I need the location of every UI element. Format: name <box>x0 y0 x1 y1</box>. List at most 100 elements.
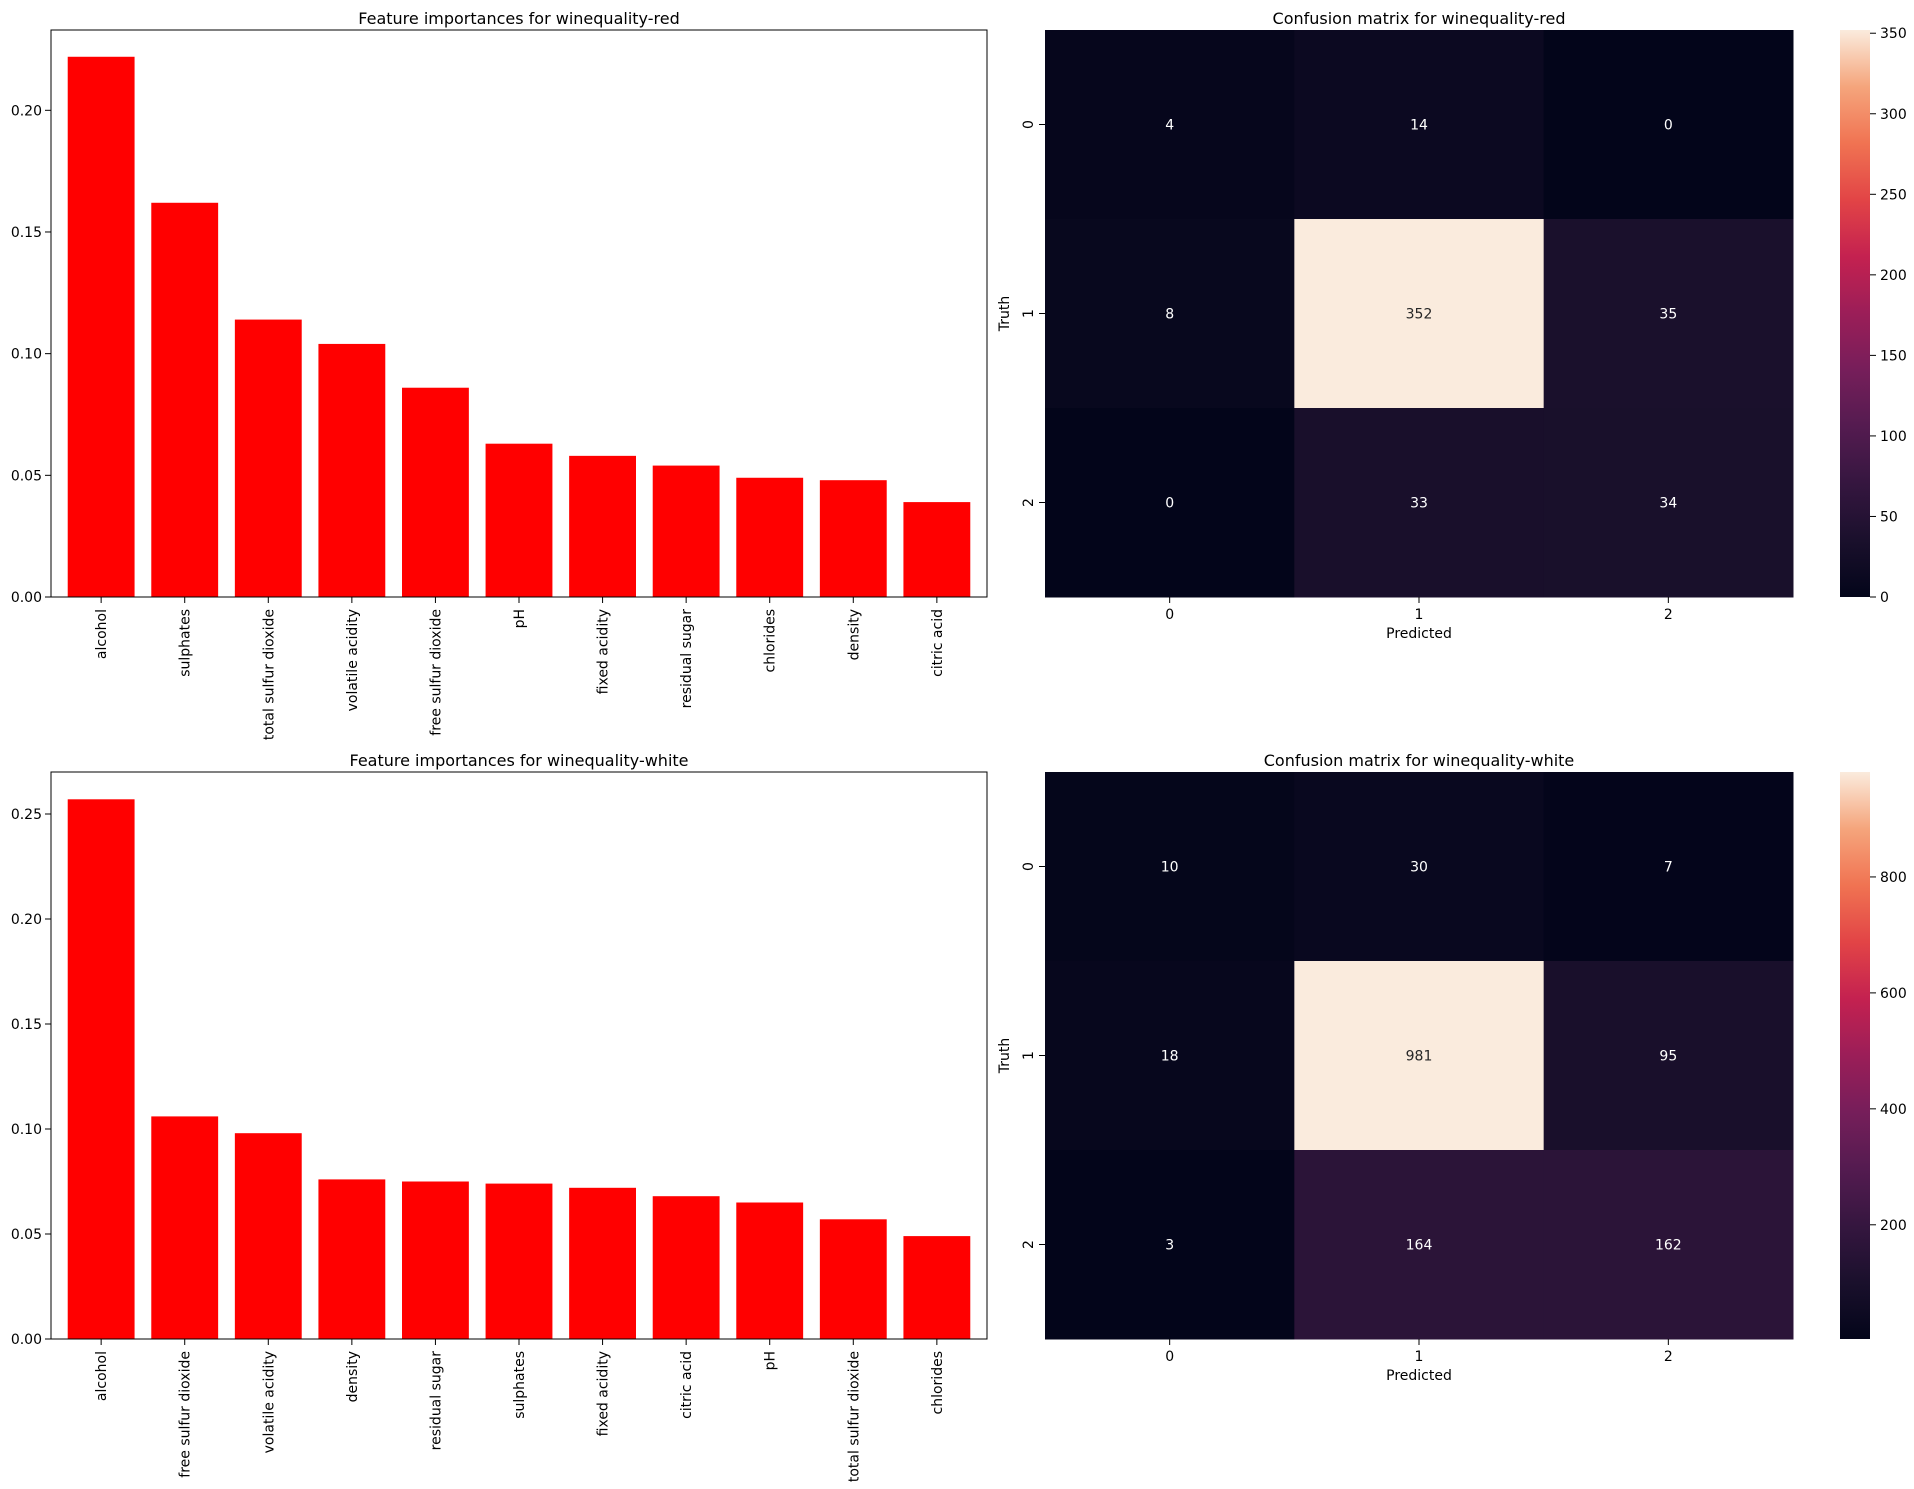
bar-residual-sugar <box>652 465 720 597</box>
heatmap-cell <box>1294 30 1545 220</box>
heatmap-cell <box>1045 408 1295 598</box>
heatmap-cell <box>1045 30 1295 220</box>
bar-citric-acid <box>652 1196 720 1339</box>
colorbar <box>1840 30 1870 597</box>
y-tick-label: 0.15 <box>11 225 42 241</box>
cell-value: 34 <box>1659 496 1677 512</box>
axes-frame <box>50 771 988 1340</box>
x-tick-label: fixed acidity <box>596 609 612 694</box>
colorbar-tick-label: 200 <box>1880 268 1907 284</box>
x-tick-label: total sulfur dioxide <box>261 609 277 740</box>
cell-value: 30 <box>1410 860 1428 876</box>
y-tick-label: 1 <box>1021 1051 1037 1060</box>
x-tick-label: 2 <box>1664 1349 1673 1365</box>
cell-value: 14 <box>1410 118 1428 134</box>
y-tick-label: 0.10 <box>11 1122 42 1138</box>
bar-volatile-acidity <box>318 343 386 597</box>
cell-value: 10 <box>1161 860 1179 876</box>
bar-pH <box>736 1202 804 1339</box>
cell-value: 95 <box>1659 1049 1677 1065</box>
cell-value: 981 <box>1406 1049 1433 1065</box>
y-tick-label: 0.00 <box>11 1332 42 1348</box>
x-tick-label: 2 <box>1664 607 1673 623</box>
x-tick-label: 1 <box>1415 1349 1424 1365</box>
colorbar-tick-label: 600 <box>1880 986 1907 1002</box>
cell-value: 164 <box>1406 1238 1433 1254</box>
colorbar-tick-label: 150 <box>1880 348 1907 364</box>
bar-chlorides <box>736 477 804 597</box>
bar-sulphates <box>485 1183 553 1339</box>
heatmap-cell <box>1045 219 1295 409</box>
y-tick-label: 0.05 <box>11 468 42 484</box>
x-tick-label: density <box>345 1351 361 1402</box>
cell-value: 0 <box>1165 496 1174 512</box>
x-tick-label: chlorides <box>763 609 779 672</box>
x-tick-label: volatile acidity <box>345 609 361 711</box>
heatmap-1: Confusion matrix for winequality-red 4 14 0… <box>997 9 1907 642</box>
x-tick-label: pH <box>512 609 528 628</box>
y-tick-label: 1 <box>1021 309 1037 318</box>
colorbar-tick-label: 250 <box>1880 187 1907 203</box>
heatmap-cell <box>1045 1150 1295 1340</box>
heatmap-cell <box>1543 408 1794 598</box>
bar-alcohol <box>67 56 135 597</box>
cell-value: 18 <box>1161 1049 1179 1065</box>
colorbar <box>1840 772 1870 1339</box>
bar-pH <box>485 443 553 597</box>
cell-value: 3 <box>1165 1238 1174 1254</box>
heatmap-cell <box>1045 772 1295 962</box>
y-tick-label: 0 <box>1021 862 1037 871</box>
cell-value: 162 <box>1655 1238 1682 1254</box>
x-tick-label: volatile acidity <box>261 1351 277 1453</box>
y-tick-label: 0.10 <box>11 347 42 363</box>
bar-volatile-acidity <box>234 1133 302 1339</box>
cell-value: 8 <box>1165 307 1174 323</box>
x-tick-label: citric acid <box>679 1351 695 1419</box>
chart-title: Feature importances for winequality-whit… <box>350 751 689 770</box>
y-tick-label: 0.25 <box>11 807 42 823</box>
x-tick-label: 0 <box>1165 1349 1174 1365</box>
y-tick-label: 0 <box>1021 120 1037 129</box>
colorbar-tick-label: 300 <box>1880 107 1907 123</box>
bar-total-sulfur-dioxide <box>819 1219 887 1339</box>
colorbar-tick-label: 100 <box>1880 429 1907 445</box>
x-tick-label: alcohol <box>94 609 110 659</box>
y-tick-label: 0.00 <box>11 590 42 606</box>
y-tick-label: 2 <box>1021 1240 1037 1249</box>
x-tick-label: sulphates <box>512 1351 528 1419</box>
heatmap-cell <box>1543 772 1794 962</box>
cell-value: 35 <box>1659 307 1677 323</box>
bar-chart-0: Feature importances for winequality-red a… <box>11 9 988 740</box>
x-tick-label: 0 <box>1165 607 1174 623</box>
heatmap-3: Confusion matrix for winequality-white10… <box>997 751 1907 1384</box>
x-tick-label: fixed acidity <box>596 1351 612 1436</box>
y-tick-label: 2 <box>1021 498 1037 507</box>
heatmap-cell <box>1543 961 1794 1151</box>
heatmap-cell <box>1294 961 1545 1151</box>
bar-total-sulfur-dioxide <box>234 319 302 597</box>
colorbar-tick-label: 400 <box>1880 1102 1907 1118</box>
bar-free-sulfur-dioxide <box>151 1116 219 1339</box>
colorbar-tick-label: 350 <box>1880 26 1907 42</box>
x-tick-label: residual sugar <box>679 609 695 709</box>
heatmap-cell <box>1045 961 1295 1151</box>
y-tick-label: 0.20 <box>11 912 42 928</box>
heatmap-cell <box>1294 219 1545 409</box>
x-tick-label: residual sugar <box>428 1351 444 1451</box>
colorbar-tick-label: 50 <box>1880 509 1898 525</box>
x-tick-label: free sulfur dioxide <box>178 1351 194 1478</box>
x-tick-label: free sulfur dioxide <box>428 609 444 736</box>
x-tick-label: 1 <box>1415 607 1424 623</box>
bar-alcohol <box>67 799 135 1339</box>
chart-title: Confusion matrix for winequality-red <box>1273 9 1566 28</box>
y-tick-label: 0.20 <box>11 103 42 119</box>
bar-citric-acid <box>903 502 971 597</box>
x-tick-label: density <box>846 609 862 660</box>
colorbar-tick-label: 800 <box>1880 870 1907 886</box>
chart-title: Confusion matrix for winequality-white <box>1264 751 1575 770</box>
x-axis-label: Predicted <box>1386 626 1452 642</box>
bar-fixed-acidity <box>569 1187 636 1339</box>
x-tick-label: chlorides <box>930 1351 946 1414</box>
y-tick-label: 0.05 <box>11 1227 42 1243</box>
bar-free-sulfur-dioxide <box>402 387 469 597</box>
